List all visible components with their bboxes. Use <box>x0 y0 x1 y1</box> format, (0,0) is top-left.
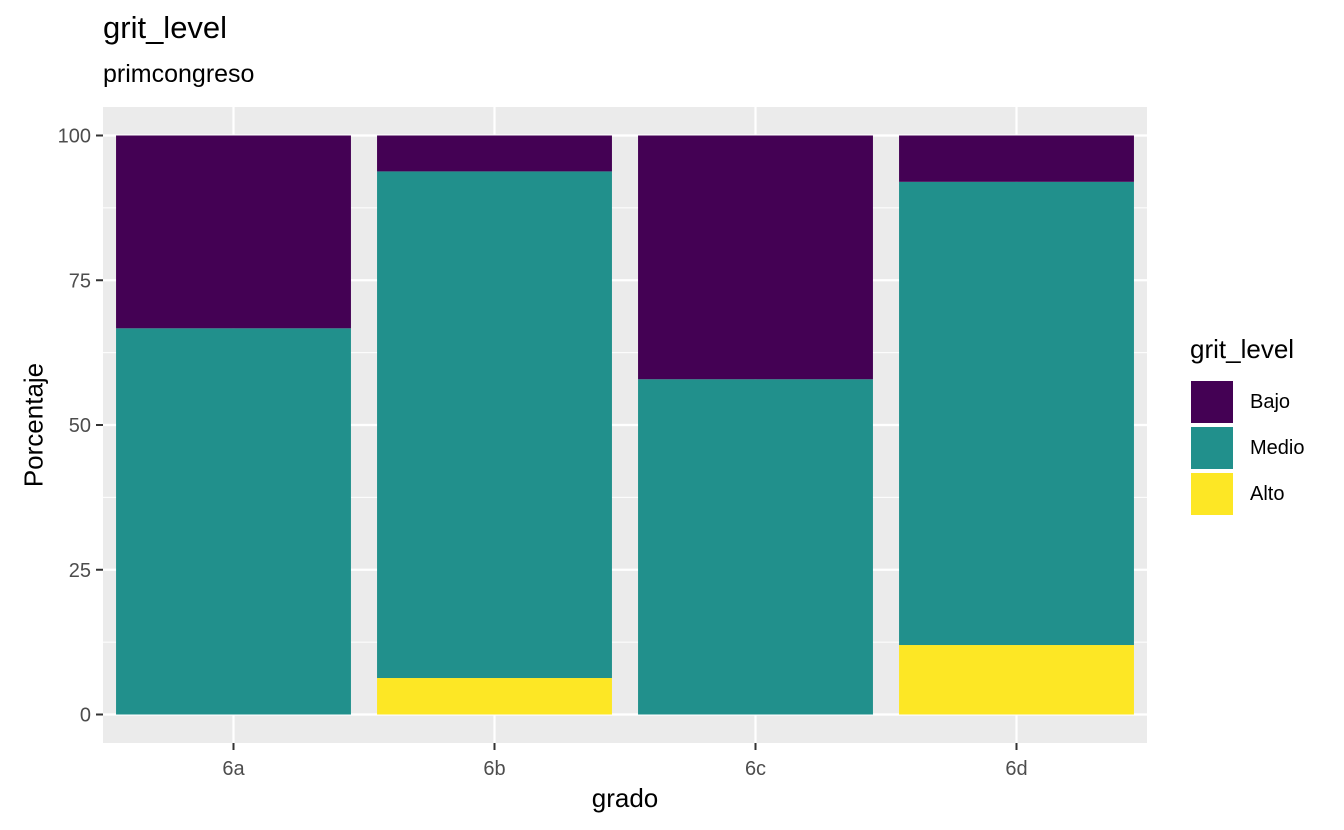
chart-subtitle: primcongreso <box>103 60 255 88</box>
y-tick-label: 100 <box>58 126 91 148</box>
x-tick-label: 6c <box>745 758 766 780</box>
bar-6c-medio <box>638 379 873 715</box>
y-tick-label: 75 <box>69 270 91 292</box>
axes: 0 25 50 75 100 6a 6b 6c 6d <box>58 126 1028 781</box>
x-tick-label: 6d <box>1005 758 1027 780</box>
y-tick-label: 0 <box>80 705 91 727</box>
x-tick-label: 6a <box>222 758 245 780</box>
bar-6d-medio <box>899 181 1134 646</box>
bar-layer <box>116 135 1134 715</box>
bar-6a-bajo <box>116 135 351 329</box>
bar-6b-bajo <box>377 135 612 172</box>
legend-key-bajo <box>1190 380 1234 424</box>
legend-item-medio: Medio <box>1190 425 1304 471</box>
bar-6c-bajo <box>638 135 873 380</box>
bar-6d-alto <box>899 645 1134 715</box>
chart-title: grit_level <box>103 10 228 45</box>
y-tick-label: 25 <box>69 560 91 582</box>
legend-label-alto: Alto <box>1250 482 1285 505</box>
x-tick-label: 6b <box>483 758 505 780</box>
legend-label-bajo: Bajo <box>1250 390 1291 413</box>
bar-6b-medio <box>377 171 612 679</box>
x-axis-label: grado <box>591 783 659 813</box>
bar-6d-bajo <box>899 135 1134 182</box>
y-tick-label: 50 <box>69 415 91 437</box>
bar-6a-medio <box>116 328 351 715</box>
legend: grit_level Bajo Medio Alto <box>1190 334 1304 517</box>
bar-6b-alto <box>377 678 612 715</box>
legend-item-alto: Alto <box>1190 471 1304 517</box>
legend-title: grit_level <box>1190 334 1295 364</box>
legend-key-medio <box>1190 426 1234 470</box>
legend-label-medio: Medio <box>1250 436 1305 459</box>
legend-key-alto <box>1190 472 1234 516</box>
legend-item-bajo: Bajo <box>1190 379 1304 425</box>
